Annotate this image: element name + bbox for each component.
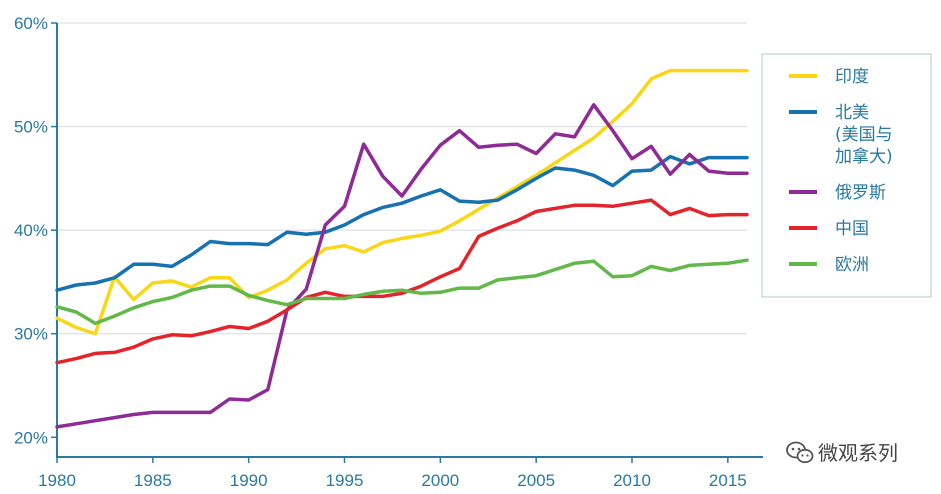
legend-label-1: 北美(美国与加拿大) [835,103,893,167]
x-tick-label: 2005 [517,471,555,490]
legend-box [761,53,932,298]
y-tick-label: 50% [14,118,48,137]
y-tick-label: 60% [14,14,48,33]
x-axis-tick-labels: 1980 1985 1990 1995 2000 2005 2010 2015 [38,457,747,490]
watermark-text: 微观系列 [818,441,898,465]
series-line-0 [55,68,749,336]
watermark: 微观系列 [786,441,898,465]
y-tick-label: 40% [14,221,48,240]
legend-label-4: 欧洲 [835,255,869,275]
series-line-2 [55,103,749,429]
y-axis-tick-labels: 20% 30% 40% 50% 60% [14,14,57,447]
legend-label-0: 印度 [835,67,869,87]
wechat-icon [786,441,814,464]
axes [56,23,763,458]
legend-label-3: 中国 [835,219,869,239]
y-tick-label: 20% [14,428,48,447]
series-lines [55,68,749,429]
x-tick-label: 1980 [38,471,76,490]
x-tick-label: 1985 [134,471,172,490]
x-tick-label: 2000 [421,471,459,490]
x-tick-label: 1990 [230,471,268,490]
x-tick-label: 2010 [613,471,651,490]
x-tick-label: 2015 [709,471,747,490]
legend-label-2: 俄罗斯 [835,183,886,203]
y-tick-label: 30% [14,325,48,344]
series-line-4 [55,258,749,326]
y-gridlines [57,22,747,335]
series-line-1 [55,154,749,292]
series-line-3 [55,198,749,365]
x-tick-label: 1995 [326,471,364,490]
